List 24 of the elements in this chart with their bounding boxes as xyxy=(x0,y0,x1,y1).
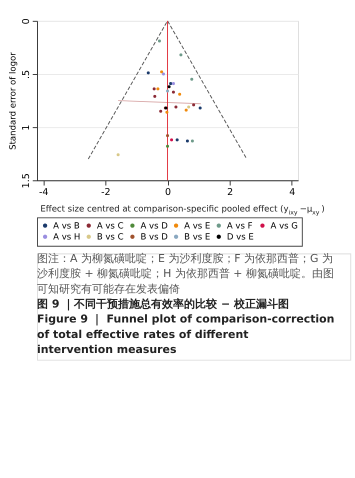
text: 图注：A 为柳氮磺吡啶；E 为沙利度胺；F 为依那西普；G 为沙利度胺 + 柳氮磺吡啶；H 为依那西普 + 柳氮磺吡啶。由图可知研究有可能存在发表偏倚 xyxy=(37,252,334,296)
x-tick-label: -4 xyxy=(38,187,48,198)
y-tick-label: 1 xyxy=(20,124,32,131)
legend-label: A vs H xyxy=(53,232,80,243)
y-tick-label: 1.5 xyxy=(20,173,32,188)
caption: 图 9 ｜不同干预措施总有效率的比较 − 校正漏斗图 xyxy=(37,297,289,310)
legend-label: B vs C xyxy=(96,232,124,243)
legend-label: A vs C xyxy=(96,221,124,232)
legend-label: A vs D xyxy=(140,221,168,232)
y-tick-label: .5 xyxy=(20,70,32,79)
legend-label: D vs E xyxy=(226,232,254,243)
x-tick-label: 2 xyxy=(227,187,234,198)
x-tick-label: 4 xyxy=(289,187,296,198)
x-tick-label: -2 xyxy=(101,187,111,198)
legend-label: B vs E xyxy=(184,232,210,243)
legend-label: A vs B xyxy=(53,221,80,232)
y-tick-label: 0 xyxy=(20,18,32,24)
caption: Figure 9 ｜ Funnel plot of comparison-correction of total effective rates of different intervention measures xyxy=(37,312,334,356)
x-tick-label: 0 xyxy=(164,187,172,198)
y-axis-title: Standard error of logor xyxy=(8,52,19,150)
legend-label: A vs G xyxy=(270,221,298,232)
legend-label: A vs E xyxy=(184,221,210,232)
legend-label: A vs F xyxy=(226,221,253,232)
legend-label: B vs D xyxy=(140,232,168,243)
